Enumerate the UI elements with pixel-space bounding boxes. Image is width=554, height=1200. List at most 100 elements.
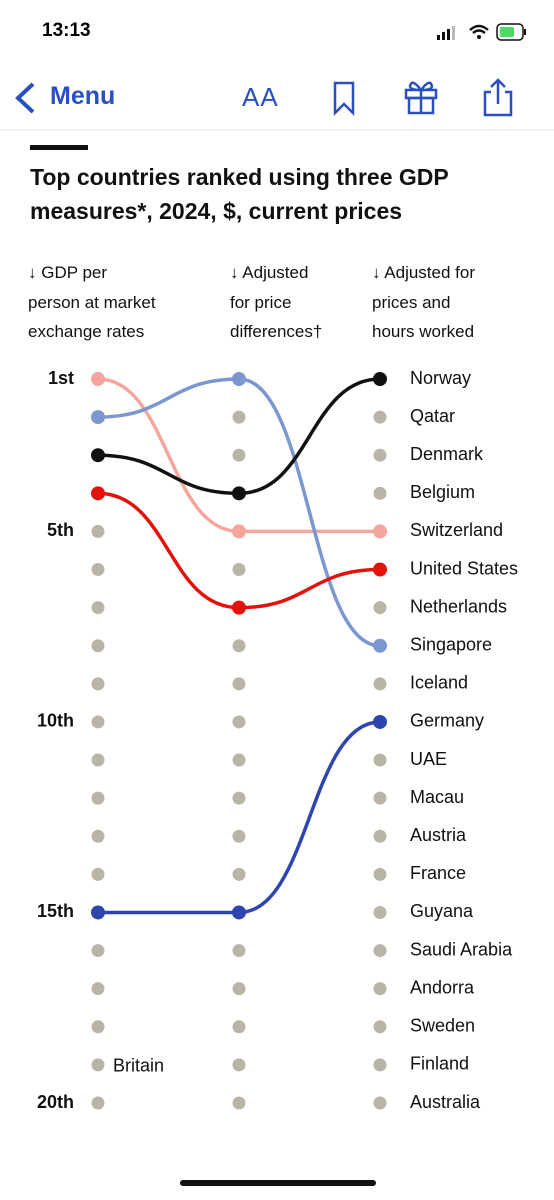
rank-dot bbox=[91, 1020, 105, 1034]
rank-dot bbox=[373, 1096, 387, 1110]
rank-dot bbox=[232, 1096, 246, 1110]
series-line bbox=[97, 377, 380, 534]
rank-dot bbox=[373, 601, 387, 615]
rank-dot bbox=[91, 639, 105, 653]
rank-dot bbox=[232, 1020, 246, 1034]
gift-icon[interactable] bbox=[404, 81, 438, 115]
row-label: Qatar bbox=[410, 406, 455, 426]
row-label: Andorra bbox=[410, 977, 475, 997]
back-button[interactable]: Menu bbox=[50, 82, 116, 110]
series-dot bbox=[91, 372, 105, 386]
rank-dot bbox=[373, 867, 387, 881]
rank-dot bbox=[91, 563, 105, 577]
dots bbox=[91, 372, 387, 1110]
row-label: Saudi Arabia bbox=[410, 939, 513, 959]
column-header: ↓ Adjusted for price differences† bbox=[230, 263, 323, 341]
row-label: United States bbox=[410, 558, 518, 578]
row-label: Macau bbox=[410, 787, 464, 807]
rank-dot bbox=[91, 829, 105, 843]
rank-dot bbox=[373, 905, 387, 919]
series-line bbox=[97, 720, 381, 915]
series-dot bbox=[91, 448, 105, 463]
row-label: Denmark bbox=[410, 444, 484, 464]
series-line bbox=[97, 491, 381, 610]
annotation: Britain bbox=[113, 1056, 164, 1076]
rank-dot bbox=[232, 1058, 246, 1072]
rank-dot bbox=[232, 753, 246, 767]
series-dot bbox=[91, 905, 105, 920]
rank-dot bbox=[232, 829, 246, 843]
row-label: France bbox=[410, 863, 466, 883]
row-label: UAE bbox=[410, 749, 447, 769]
series-dot bbox=[373, 714, 387, 729]
row-label: Netherlands bbox=[410, 596, 507, 616]
y-tick-label: 1st bbox=[48, 368, 74, 388]
rank-dot bbox=[373, 944, 387, 958]
series-dot bbox=[373, 372, 387, 386]
series-dot bbox=[232, 486, 246, 501]
rank-dot bbox=[373, 753, 387, 767]
rank-dot bbox=[373, 791, 387, 805]
series-dot bbox=[232, 524, 246, 539]
y-tick-label: 20th bbox=[37, 1092, 74, 1112]
rank-dot bbox=[373, 829, 387, 843]
series-dot bbox=[373, 638, 387, 653]
rank-dot bbox=[91, 715, 105, 729]
y-tick-label: 15th bbox=[37, 901, 74, 921]
row-label: Austria bbox=[410, 825, 467, 845]
rank-dot bbox=[373, 448, 387, 462]
rank-dot bbox=[232, 563, 246, 577]
status-time: 13:13 bbox=[42, 20, 91, 41]
row-label: Sweden bbox=[410, 1016, 475, 1036]
rank-dot bbox=[91, 867, 105, 881]
series-dot bbox=[232, 372, 246, 386]
rank-dot bbox=[373, 982, 387, 996]
rank-dot bbox=[232, 677, 246, 691]
back-icon[interactable] bbox=[15, 82, 35, 114]
series-dot bbox=[232, 905, 246, 920]
rank-dot bbox=[373, 677, 387, 691]
rank-dot bbox=[91, 524, 105, 538]
column-header: ↓ GDP per person at market exchange rate… bbox=[28, 263, 156, 341]
bookmark-icon[interactable] bbox=[333, 81, 355, 117]
rank-dot bbox=[373, 486, 387, 500]
status-icons bbox=[437, 23, 526, 41]
rank-dot bbox=[232, 982, 246, 996]
text-size-button[interactable]: AA bbox=[242, 82, 279, 112]
row-label: Norway bbox=[410, 368, 471, 388]
rank-dot bbox=[91, 1096, 105, 1110]
rank-dot bbox=[373, 410, 387, 424]
rank-dot bbox=[91, 601, 105, 615]
row-label: Australia bbox=[410, 1092, 481, 1112]
series-dot bbox=[373, 524, 387, 539]
row-label: Belgium bbox=[410, 482, 475, 502]
series-line bbox=[97, 377, 381, 648]
rank-dot bbox=[232, 639, 246, 653]
series-dot bbox=[91, 410, 105, 425]
row-label: Singapore bbox=[410, 634, 492, 654]
series-dot bbox=[91, 486, 105, 501]
row-label: Germany bbox=[410, 711, 484, 731]
rank-dot bbox=[232, 867, 246, 881]
rank-dot bbox=[91, 753, 105, 767]
rank-dot bbox=[232, 715, 246, 729]
rank-dot bbox=[232, 791, 246, 805]
rank-dot bbox=[232, 944, 246, 958]
rank-dot bbox=[373, 1058, 387, 1072]
series-dot bbox=[232, 600, 246, 615]
rank-dot bbox=[373, 1020, 387, 1034]
row-label: Finland bbox=[410, 1054, 469, 1074]
series-dot bbox=[373, 562, 387, 577]
rank-dot bbox=[91, 791, 105, 805]
chart-title: Top countries ranked using three GDP mea… bbox=[30, 164, 449, 224]
row-label: Guyana bbox=[410, 901, 474, 921]
rank-dot bbox=[91, 1058, 105, 1072]
y-tick-label: 10th bbox=[37, 711, 74, 731]
rank-dot bbox=[91, 982, 105, 996]
series-line bbox=[97, 377, 381, 496]
home-indicator bbox=[180, 1180, 376, 1186]
share-icon[interactable] bbox=[483, 78, 513, 117]
rank-dot bbox=[232, 448, 246, 462]
